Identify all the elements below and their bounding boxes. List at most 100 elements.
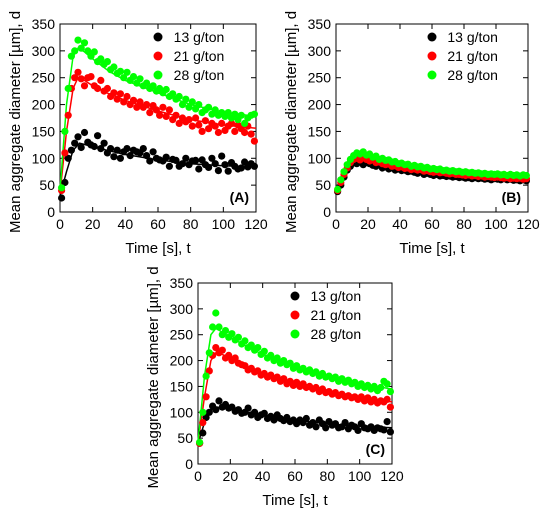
data-point-1: [178, 160, 187, 168]
legend-marker: [290, 291, 300, 301]
data-point-2: [247, 130, 255, 138]
data-point-2: [231, 127, 239, 135]
x-tick-label: 120: [516, 216, 540, 232]
x-tick-label: 80: [320, 468, 336, 484]
data-point-2: [61, 149, 69, 157]
x-tick-label: 40: [255, 468, 271, 484]
data-point-1: [126, 152, 134, 160]
data-point-3: [209, 323, 217, 331]
y-axis-label: Mean aggregate diameter [µm], d: [283, 11, 300, 233]
data-point-1: [212, 406, 220, 414]
data-point-3: [228, 330, 236, 338]
data-point-2: [225, 351, 233, 359]
data-point-3: [383, 380, 391, 388]
data-point-1: [97, 145, 105, 153]
data-point-1: [341, 419, 349, 427]
data-point-2: [214, 128, 222, 137]
data-point-1: [205, 163, 213, 171]
data-point-1: [322, 424, 330, 432]
data-point-1: [58, 194, 66, 202]
data-point-1: [218, 152, 226, 160]
data-point-1: [146, 157, 154, 165]
data-point-1: [199, 429, 207, 437]
data-point-2: [205, 125, 213, 133]
data-point-3: [273, 354, 281, 362]
data-point-3: [185, 103, 193, 111]
y-axis-label: Mean aggregate diameter [µm], d: [7, 11, 24, 233]
data-point-3: [149, 82, 157, 90]
data-point-2: [116, 90, 124, 98]
legend-marker: [153, 70, 163, 80]
data-point-3: [267, 351, 275, 359]
data-point-3: [162, 85, 170, 94]
legend-marker: [427, 70, 437, 80]
data-point-3: [90, 48, 98, 56]
data-point-2: [241, 128, 249, 137]
data-point-3: [103, 58, 111, 66]
y-tick-label: 0: [47, 204, 55, 220]
y-tick-label: 150: [170, 378, 194, 394]
data-point-1: [94, 132, 102, 140]
data-point-2: [218, 346, 226, 354]
data-point-1: [74, 133, 82, 141]
y-tick-label: 50: [39, 177, 55, 193]
data-point-3: [234, 333, 242, 341]
y-tick-label: 300: [32, 43, 56, 59]
data-point-3: [129, 73, 138, 81]
data-point-3: [64, 84, 72, 93]
data-point-1: [202, 413, 210, 422]
data-point-2: [123, 92, 131, 101]
data-point-3: [77, 44, 85, 52]
data-point-3: [337, 176, 345, 184]
data-point-3: [175, 92, 183, 101]
legend-marker: [153, 51, 163, 61]
data-point-2: [175, 119, 183, 127]
data-point-3: [237, 111, 245, 119]
data-point-3: [205, 103, 213, 111]
data-point-2: [231, 354, 239, 362]
data-point-1: [208, 154, 216, 162]
y-tick-label: 200: [32, 97, 56, 113]
y-axis-label: Mean aggregate diameter [µm], d: [145, 266, 162, 488]
data-point-3: [202, 372, 210, 380]
data-point-3: [136, 75, 144, 83]
x-tick-label: 80: [456, 216, 472, 232]
data-point-3: [80, 39, 89, 47]
data-point-2: [195, 121, 203, 129]
data-point-2: [87, 73, 95, 81]
data-point-3: [74, 36, 82, 44]
data-point-2: [110, 89, 118, 97]
data-point-3: [110, 63, 118, 71]
data-point-3: [67, 52, 75, 60]
legend-label: 13 g/ton: [447, 29, 498, 45]
data-point-2: [113, 95, 121, 103]
y-tick-label: 300: [308, 43, 332, 59]
data-point-1: [162, 153, 170, 161]
data-point-1: [211, 160, 219, 168]
legend-label: 13 g/ton: [174, 29, 225, 45]
data-point-3: [377, 383, 385, 392]
y-tick-label: 250: [170, 327, 194, 343]
legend-label: 21 g/ton: [447, 48, 498, 64]
data-point-1: [139, 145, 147, 153]
data-point-1: [380, 426, 388, 434]
data-point-3: [143, 79, 151, 87]
data-point-2: [218, 119, 226, 127]
data-point-2: [188, 122, 196, 130]
x-axis-label: Time [s], t: [125, 240, 191, 257]
data-point-1: [67, 146, 75, 154]
data-point-3: [224, 109, 232, 117]
data-point-1: [221, 161, 229, 169]
y-tick-label: 250: [32, 70, 56, 86]
data-point-1: [354, 426, 362, 434]
data-point-3: [247, 341, 255, 349]
data-point-1: [90, 142, 98, 151]
chart-panel-3: 0 50 100 150 200 250 300 350 0 20 40 60 80 100 120 Time…: [145, 266, 404, 509]
data-point-2: [211, 122, 219, 130]
data-point-2: [77, 75, 85, 83]
legend-label: 28 g/ton: [174, 67, 225, 83]
data-point-2: [133, 103, 141, 111]
data-point-3: [250, 110, 258, 118]
data-point-3: [205, 349, 213, 357]
